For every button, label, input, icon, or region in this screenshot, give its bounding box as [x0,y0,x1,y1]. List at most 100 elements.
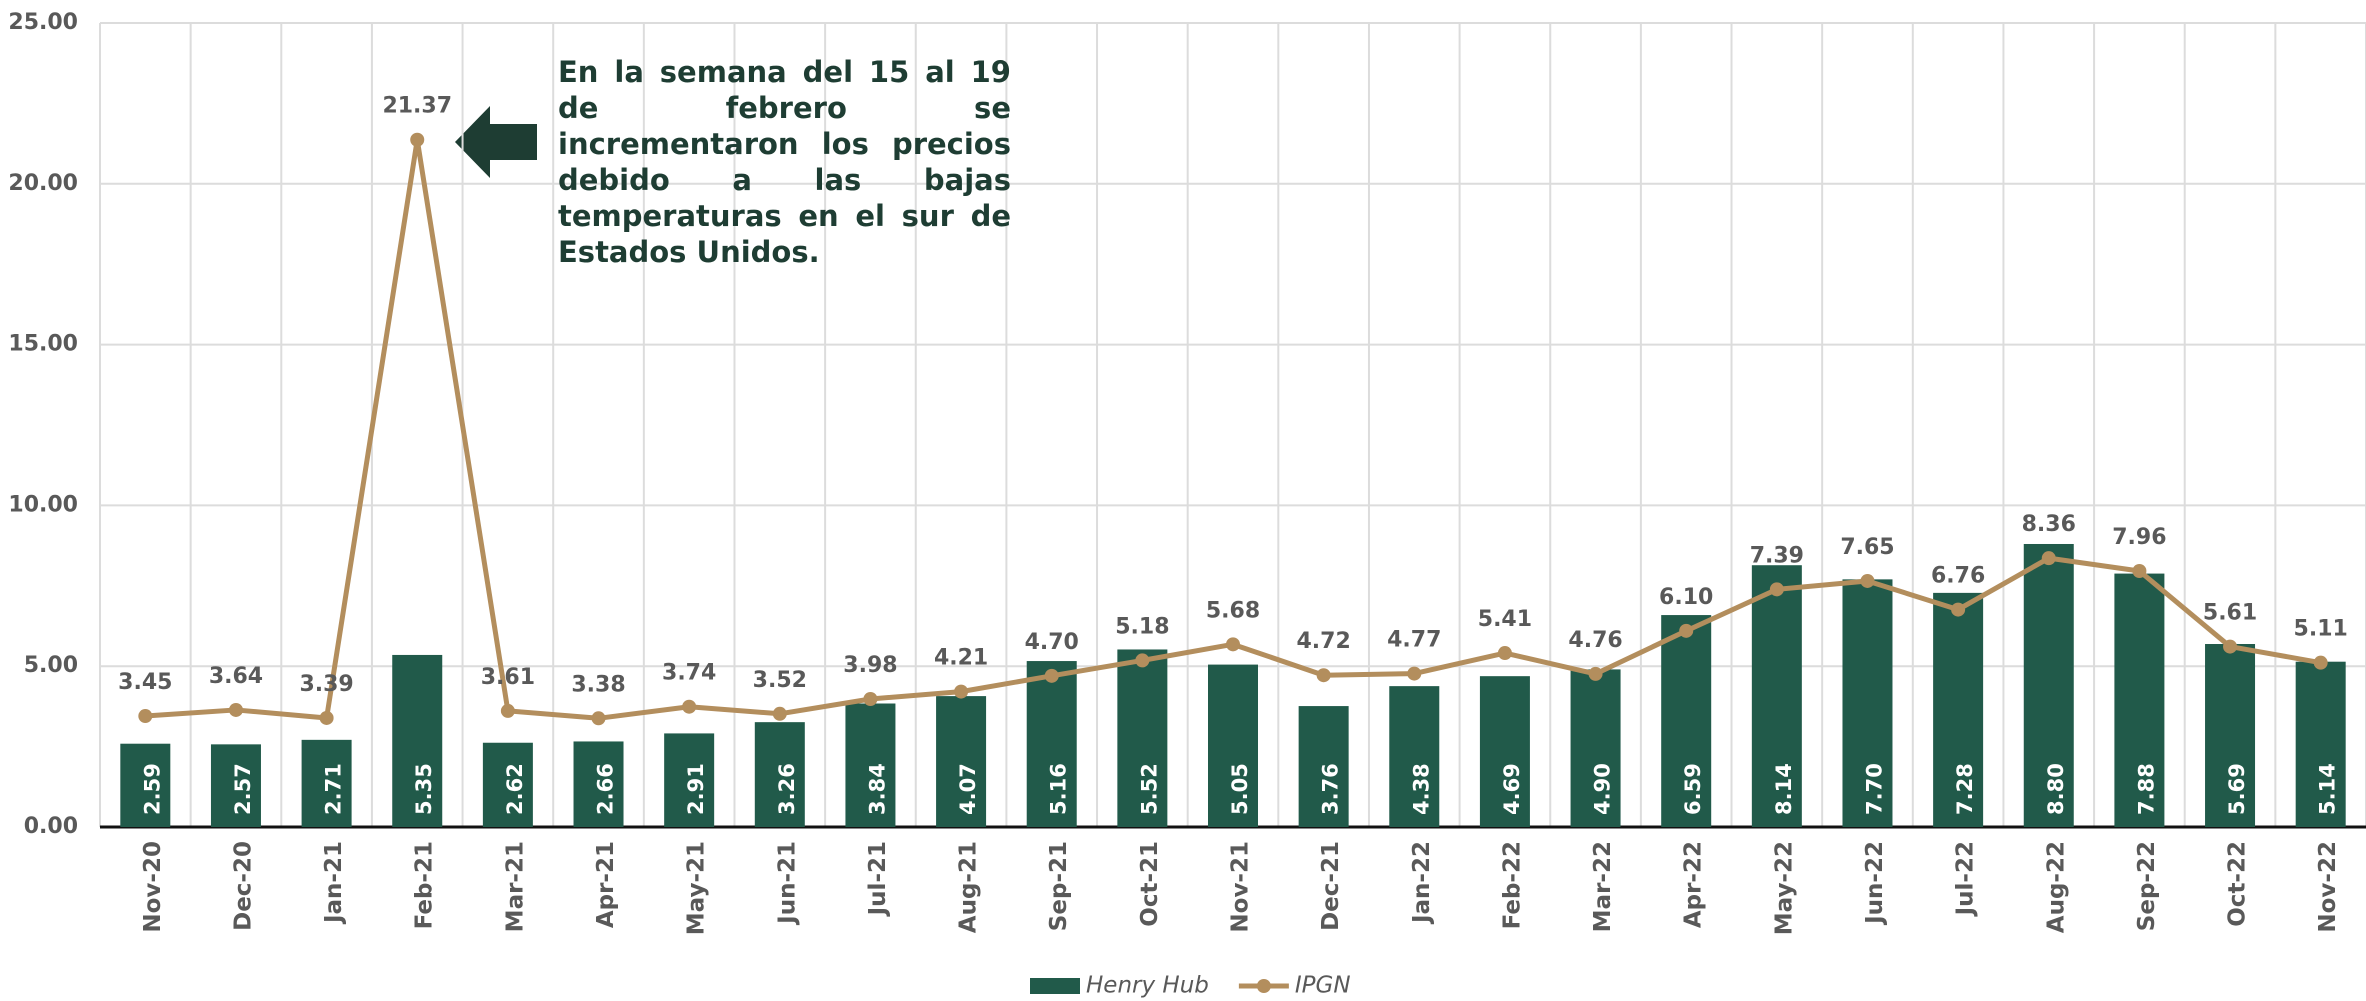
y-tick-label: 25.00 [8,10,78,35]
line-value-label: 8.36 [2022,512,2076,537]
line-point [1589,667,1603,681]
line-point [863,692,877,706]
line-point [1951,603,1965,617]
line-point [2132,564,2146,578]
line-value-label: 3.64 [209,664,263,689]
legend-swatch-point [1257,979,1271,993]
x-tick-label: Jun-22 [1862,841,1888,926]
line-point [1770,582,1784,596]
line-point [1679,624,1693,638]
bar-value-label: 2.66 [594,763,618,815]
legend-swatch [1030,978,1080,994]
line-value-label: 4.72 [1296,629,1350,654]
x-tick-label: Jul-21 [865,841,891,917]
x-tick-label: Oct-21 [1137,841,1163,927]
line-point [138,709,152,723]
line-point [410,133,424,147]
line-value-label: 5.18 [1115,614,1169,639]
bar-value-label: 2.59 [140,763,164,815]
line-value-label: 5.61 [2203,601,2257,626]
bar-value-label: 2.71 [322,763,346,815]
line-value-label: 3.38 [571,672,625,697]
bar-value-label: 4.90 [1591,763,1615,815]
x-tick-label: Nov-22 [2315,841,2341,933]
y-tick-label: 20.00 [8,171,78,196]
x-tick-label: Jan-21 [321,841,347,925]
line-value-label: 7.65 [1840,535,1894,560]
x-tick-label: Aug-21 [956,841,982,933]
y-tick-label: 0.00 [24,814,78,839]
x-tick-label: Jul-22 [1953,841,1979,917]
bar-value-label: 6.59 [1681,763,1705,815]
line-point [320,711,334,725]
line-point [1860,574,1874,588]
x-tick-label: Feb-22 [1499,841,1525,929]
x-tick-label: Aug-22 [2043,841,2069,933]
line-point [2223,640,2237,654]
line-value-label: 5.41 [1478,607,1532,632]
bar-value-label: 2.57 [231,763,255,815]
x-tick-label: Jan-22 [1409,841,1435,925]
bar-value-label: 4.07 [956,763,980,815]
line-value-label: 3.74 [662,661,716,686]
line-value-label: 3.39 [299,672,353,697]
line-point [2042,551,2056,565]
arrow [455,106,537,178]
line-value-label: 4.21 [934,646,988,671]
line-point [1317,668,1331,682]
x-tick-label: Apr-21 [593,841,619,928]
x-tick-label: Dec-20 [230,841,256,931]
line-point [229,703,243,717]
line-point [773,707,787,721]
line-value-label: 6.10 [1659,585,1713,610]
bar-value-label: 7.88 [2134,763,2158,815]
bar-value-label: 3.76 [1319,763,1343,815]
line-point [1407,667,1421,681]
bar-value-label: 5.52 [1137,763,1161,815]
bar-value-label: 5.14 [2316,763,2340,815]
bar-value-label: 5.05 [1228,763,1252,815]
legend-label: Henry Hub [1086,973,1209,999]
line-value-label: 3.45 [118,670,172,695]
bar-value-label: 8.14 [1772,763,1796,815]
x-tick-label: Sep-21 [1046,841,1072,931]
line-point [592,711,606,725]
x-tick-label: Sep-22 [2134,841,2160,931]
line-point [1045,669,1059,683]
line-value-label: 21.37 [382,94,452,119]
bar-value-label: 2.91 [684,763,708,815]
y-tick-label: 15.00 [8,332,78,357]
line [145,140,2320,719]
x-tick-label: Mar-22 [1590,841,1616,932]
line-point [1226,637,1240,651]
line-value-label: 5.68 [1206,598,1260,623]
line-value-label: 4.70 [1025,630,1079,655]
line-value-label: 7.96 [2112,525,2166,550]
line-value-label: 5.11 [2294,617,2348,642]
x-tick-label: May-21 [684,841,710,935]
line-value-label: 4.77 [1387,628,1441,653]
line-point [954,685,968,699]
line-point [501,704,515,718]
legend-label: IPGN [1295,973,1351,999]
bar-value-label: 8.80 [2044,763,2068,815]
line-point [2314,656,2328,670]
bar-value-label: 4.69 [1500,763,1524,815]
x-tick-label: Apr-22 [1681,841,1707,928]
x-tick-label: Nov-20 [140,841,166,933]
x-tick-label: Dec-21 [1318,841,1344,931]
x-tick-label: Feb-21 [412,841,438,929]
x-tick-label: Nov-21 [1228,841,1254,933]
bar-value-label: 5.69 [2225,763,2249,815]
bar-value-label: 2.62 [503,763,527,815]
line-value-label: 3.52 [753,668,807,693]
x-tick-label: May-22 [1771,841,1797,935]
bar-value-label: 3.26 [775,763,799,815]
x-tick-label: Mar-21 [502,841,528,932]
line-value-label: 3.98 [843,653,897,678]
chart: 0.005.0010.0015.0020.0025.00Nov-20Dec-20… [0,0,2366,1001]
bar-value-label: 3.84 [865,763,889,815]
y-tick-label: 10.00 [8,492,78,517]
bar-value-label: 7.70 [1862,763,1886,815]
line-value-label: 7.39 [1750,543,1804,568]
